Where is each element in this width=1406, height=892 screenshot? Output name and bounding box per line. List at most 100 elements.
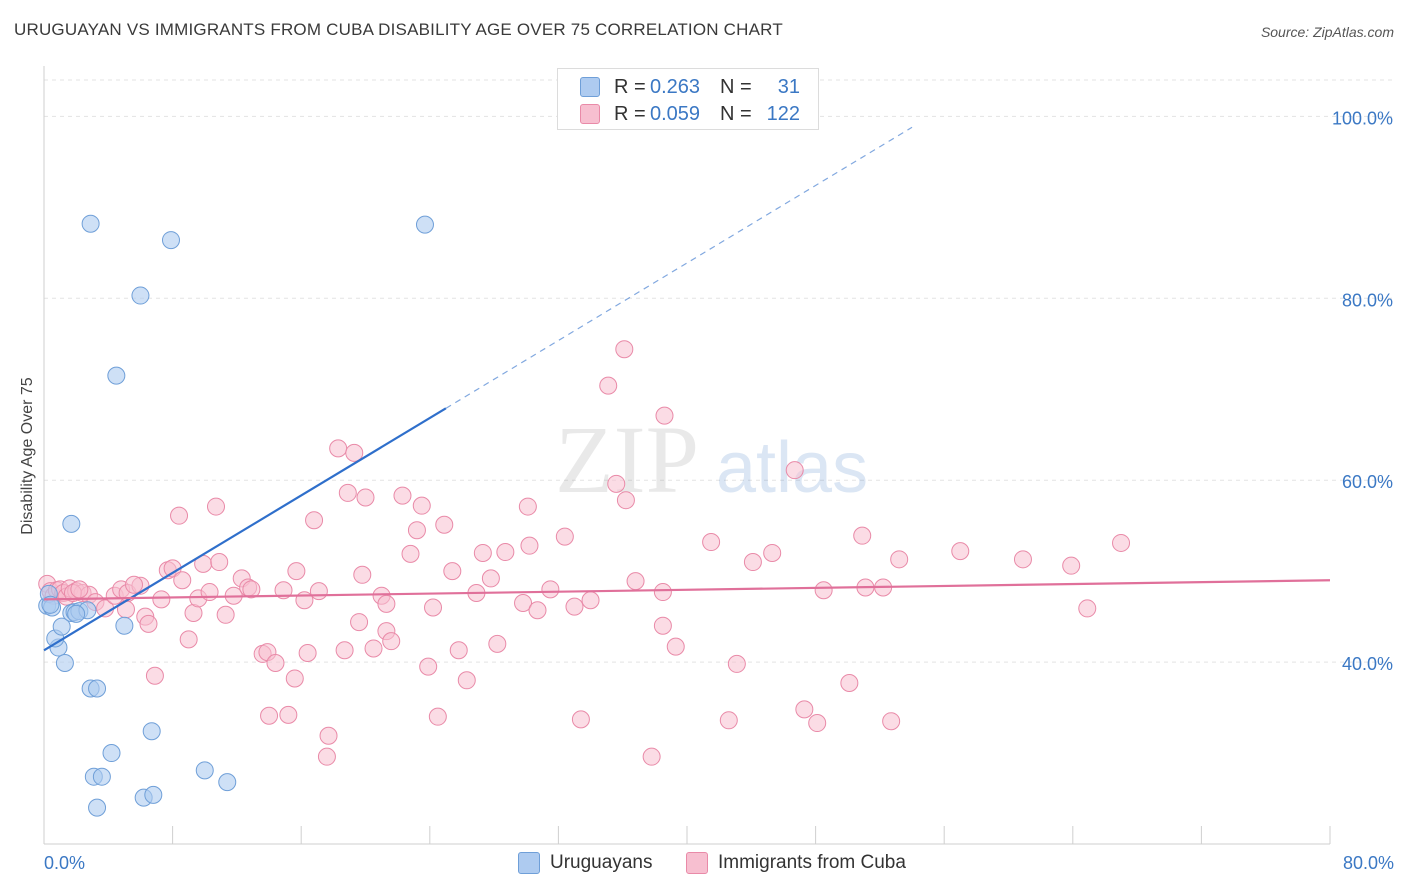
source-label: Source: ZipAtlas.com	[1260, 24, 1394, 40]
data-point-uruguayans	[131, 286, 150, 305]
data-point-cuba	[1062, 556, 1081, 575]
y-tick-label: 40.0%	[1342, 654, 1393, 674]
data-point-uruguayans	[415, 215, 434, 234]
data-point-cuba	[173, 571, 192, 590]
bottom-legend-swatch-blue	[518, 852, 540, 874]
data-point-cuba	[242, 580, 261, 599]
series-immigrants-from-cuba	[38, 340, 1131, 766]
data-point-uruguayans	[218, 773, 237, 792]
data-point-cuba	[338, 483, 357, 502]
data-point-cuba	[528, 601, 547, 620]
bottom-legend-cuba: Immigrants from Cuba	[686, 852, 906, 874]
data-point-uruguayans	[115, 616, 134, 635]
data-point-cuba	[795, 700, 814, 719]
data-point-cuba	[488, 634, 507, 653]
data-point-cuba	[364, 639, 383, 658]
x-tick-label-max: 80.0%	[1343, 853, 1394, 873]
data-point-cuba	[329, 439, 348, 458]
legend-n-value: 31	[777, 75, 800, 98]
y-tick-labels: 40.0% 60.0% 80.0% 100.0%	[1332, 108, 1393, 674]
data-point-cuba	[350, 613, 369, 632]
legend-r-label: R =	[614, 102, 646, 125]
data-point-uruguayans	[161, 231, 180, 250]
data-point-cuba	[743, 553, 762, 572]
data-point-uruguayans	[142, 722, 161, 741]
data-point-cuba	[152, 590, 171, 609]
data-point-cuba	[407, 521, 426, 540]
y-tick-label: 100.0%	[1332, 108, 1393, 128]
data-point-cuba	[353, 565, 372, 584]
data-point-cuba	[457, 671, 476, 690]
data-point-uruguayans	[144, 785, 163, 804]
data-point-cuba	[853, 526, 872, 545]
data-point-uruguayans	[88, 798, 107, 817]
bottom-legend-swatch-pink	[686, 852, 708, 874]
legend-swatch-blue	[580, 77, 600, 97]
data-point-uruguayans	[55, 654, 74, 673]
data-point-cuba	[170, 506, 189, 525]
legend-r-value: 0.059	[650, 102, 701, 125]
data-point-cuba	[599, 376, 618, 395]
data-point-cuba	[345, 443, 364, 462]
legend-row-cuba: R = 0.059 N = 122	[580, 101, 800, 127]
data-point-cuba	[653, 616, 672, 635]
data-point-cuba	[319, 726, 338, 745]
data-point-cuba	[179, 630, 198, 649]
chart-title: URUGUAYAN VS IMMIGRANTS FROM CUBA DISABI…	[14, 20, 783, 39]
x-tick-label-min: 0.0%	[44, 853, 85, 873]
data-point-cuba	[377, 594, 396, 613]
y-tick-label: 80.0%	[1342, 290, 1393, 310]
bottom-legend-uruguayans: Uruguayans	[518, 852, 652, 874]
data-point-cuba	[655, 406, 674, 425]
data-point-cuba	[298, 644, 317, 662]
data-point-cuba	[287, 562, 306, 581]
legend-r-value: 0.263	[650, 75, 701, 98]
data-point-cuba	[616, 491, 635, 510]
data-point-uruguayans	[195, 761, 214, 780]
data-point-uruguayans	[92, 767, 111, 786]
data-point-cuba	[305, 511, 324, 530]
data-point-uruguayans	[62, 514, 81, 533]
data-point-cuba	[666, 637, 685, 656]
data-point-cuba	[139, 614, 158, 633]
data-point-cuba	[443, 562, 462, 581]
data-point-cuba	[653, 583, 672, 602]
legend-swatch-pink	[580, 104, 600, 124]
trend-line-cuba	[43, 579, 1331, 601]
data-point-cuba	[266, 654, 285, 673]
data-point-uruguayans	[81, 214, 100, 233]
data-point-cuba	[607, 474, 626, 493]
data-point-cuba	[719, 711, 738, 730]
data-point-cuba	[449, 641, 468, 660]
data-point-cuba	[882, 712, 901, 731]
data-point-cuba	[260, 706, 279, 725]
legend-row-uruguayans: R = 0.263 N = 31	[580, 74, 800, 100]
data-point-cuba	[216, 605, 235, 624]
data-point-cuba	[727, 654, 746, 673]
data-point-cuba	[481, 569, 500, 588]
data-point-cuba	[615, 340, 634, 359]
data-point-cuba	[520, 536, 539, 555]
trend-line-uruguayans	[43, 407, 447, 652]
data-point-cuba	[581, 591, 600, 610]
stats-legend: R = 0.263 N = 31 R = 0.059 N = 122	[557, 68, 819, 130]
trend-lines	[43, 126, 1331, 652]
data-point-cuba	[279, 705, 298, 724]
data-point-cuba	[435, 515, 454, 534]
data-point-cuba	[207, 497, 226, 516]
data-point-cuba	[1112, 533, 1131, 552]
legend-n-label: N =	[720, 102, 752, 125]
trend-line-uruguayans-extension	[445, 126, 913, 409]
data-point-cuba	[401, 544, 420, 563]
data-point-uruguayans	[41, 595, 60, 614]
data-point-cuba	[473, 543, 492, 562]
legend-n-label: N =	[720, 75, 752, 98]
data-point-uruguayans	[67, 604, 86, 623]
data-point-cuba	[393, 486, 412, 505]
y-tick-label: 60.0%	[1342, 472, 1393, 492]
watermark: ZIP atlas	[555, 406, 868, 513]
data-point-cuba	[210, 553, 229, 572]
data-point-cuba	[1013, 550, 1032, 569]
data-point-cuba	[541, 580, 560, 599]
